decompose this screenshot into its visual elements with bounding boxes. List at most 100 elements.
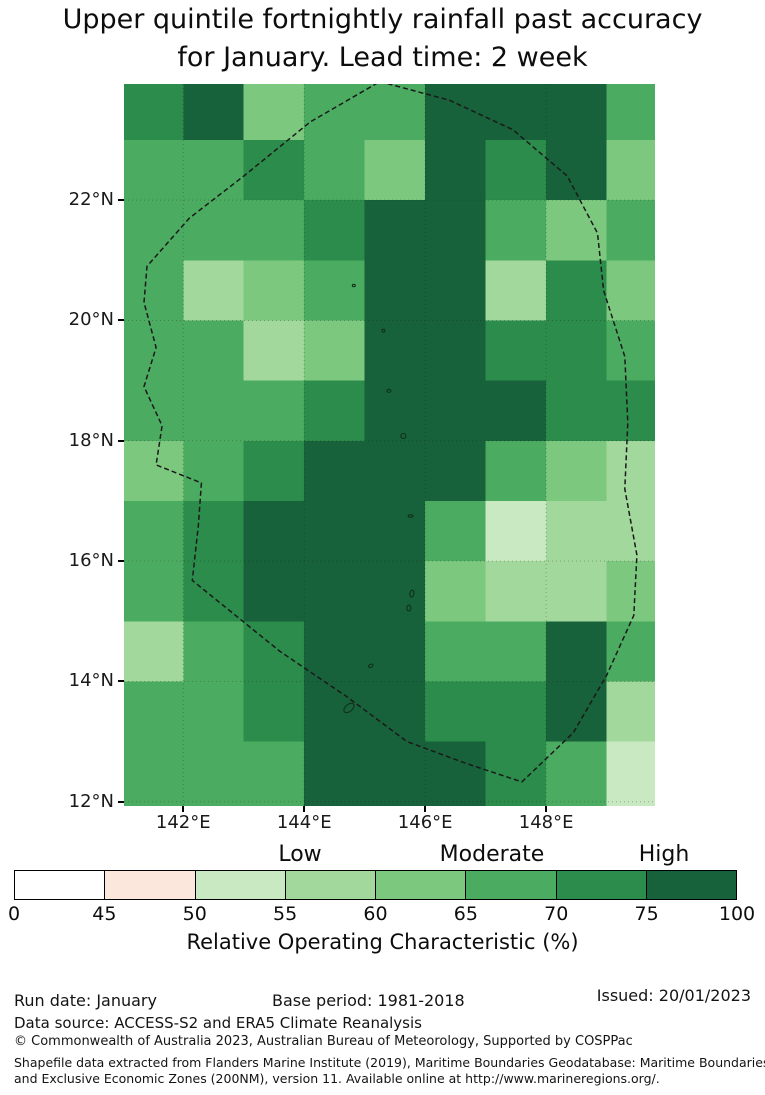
colorbar-class-label-high: High	[638, 842, 690, 867]
island-coastline-asuncion	[381, 328, 386, 333]
colorbar-segment-65-70	[466, 871, 557, 899]
y-axis-tick-label: 14°N	[68, 670, 114, 692]
grid-cell	[124, 561, 184, 622]
x-axis-tick-mark	[424, 806, 427, 812]
grid-cell	[606, 84, 655, 140]
grid-cell	[243, 260, 305, 321]
x-axis-tick-label: 142°E	[155, 812, 211, 833]
grid-cell	[304, 741, 365, 806]
island-coastline-tinian	[406, 604, 412, 612]
grid-cell	[485, 681, 547, 742]
grid-cell	[485, 741, 547, 806]
x-axis-tick-label: 148°E	[518, 812, 574, 833]
grid-cell	[485, 260, 547, 321]
grid-cell	[124, 320, 184, 381]
colorbar-tick-label: 0	[7, 903, 21, 925]
shapefile-note-line2: and Exclusive Economic Zones (200NM), ve…	[14, 1071, 660, 1086]
colorbar-tick-label: 75	[634, 903, 659, 925]
grid-cell	[606, 561, 655, 622]
grid-cell	[546, 320, 607, 381]
grid-cell	[364, 84, 426, 140]
y-axis-tick-label: 20°N	[68, 309, 114, 331]
grid-cell	[364, 681, 426, 742]
island-coastline-rota	[367, 663, 374, 669]
grid-cell	[183, 84, 244, 140]
grid-cell	[124, 84, 184, 140]
grid-cell	[364, 260, 426, 321]
island-coastline-agrihan	[386, 388, 392, 393]
grid-cell	[606, 139, 655, 201]
grid-cell	[183, 681, 244, 742]
grid-cell	[425, 139, 486, 201]
grid-cell	[243, 200, 305, 261]
copyright-text: © Commonwealth of Australia 2023, Austra…	[14, 1034, 633, 1049]
grid-cell	[606, 380, 655, 441]
grid-cell	[243, 621, 305, 682]
grid-cell	[124, 741, 184, 806]
chart-title-line1: Upper quintile fortnightly rainfall past…	[62, 4, 703, 35]
colorbar-segment-0-45	[15, 871, 106, 899]
grid-cell	[485, 84, 547, 140]
y-axis-tick-mark	[118, 199, 124, 202]
grid-cell	[243, 500, 305, 562]
y-axis-tick-mark	[118, 439, 124, 442]
grid-cell	[183, 440, 244, 501]
grid-cell	[304, 320, 365, 381]
x-axis-tick-label: 144°E	[276, 812, 332, 833]
grid-cell	[243, 561, 305, 622]
grid-cell	[606, 741, 655, 806]
x-axis-tick-mark	[182, 806, 185, 812]
grid-cell	[425, 260, 486, 321]
grid-cell	[183, 741, 244, 806]
grid-cell	[304, 621, 365, 682]
colorbar-tick-label: 70	[544, 903, 569, 925]
grid-cell	[364, 440, 426, 501]
run-date-text: Run date: January	[14, 991, 157, 1010]
grid-cell	[546, 561, 607, 622]
grid-cell	[485, 139, 547, 201]
colorbar-segment-45-50	[105, 871, 196, 899]
grid-cell	[485, 500, 547, 562]
grid-cell	[243, 84, 305, 140]
colorbar-tick-label: 50	[182, 903, 207, 925]
grid-cell	[304, 200, 365, 261]
grid-cell	[364, 139, 426, 201]
grid-cell	[425, 561, 486, 622]
grid-cell	[124, 681, 184, 742]
y-axis-tick-label: 12°N	[68, 790, 114, 812]
colorbar-segment-75-100	[646, 871, 736, 899]
grid-cell	[606, 621, 655, 682]
grid-cell	[485, 200, 547, 261]
grid-cell	[485, 561, 547, 622]
grid-cell	[606, 260, 655, 321]
colorbar-axis-label: Relative Operating Characteristic (%)	[186, 930, 579, 954]
y-axis-tick-mark	[118, 680, 124, 683]
colorbar-tick-label: 65	[453, 903, 478, 925]
colorbar-class-label-low: Low	[278, 842, 322, 867]
map-canvas	[124, 84, 655, 806]
grid-cell	[304, 561, 365, 622]
grid-cell	[364, 320, 426, 381]
island-coastline-anatahan	[407, 514, 414, 518]
y-axis-tick-label: 16°N	[68, 550, 114, 572]
grid-cell	[546, 139, 607, 201]
grid-cell	[124, 621, 184, 682]
x-axis-tick-label: 146°E	[397, 812, 453, 833]
grid-cell	[364, 200, 426, 261]
grid-cell	[485, 621, 547, 682]
y-axis-tick-label: 22°N	[68, 189, 114, 211]
grid-cell	[364, 741, 426, 806]
grid-cell	[364, 561, 426, 622]
grid-cell	[425, 380, 486, 441]
y-axis-tick-mark	[118, 560, 124, 563]
grid-cell	[425, 500, 486, 562]
grid-cell	[304, 681, 365, 742]
grid-cell	[183, 380, 244, 441]
rainfall-accuracy-heatmap	[124, 84, 655, 806]
grid-cell	[606, 440, 655, 501]
grid-cell	[364, 500, 426, 562]
grid-cell	[124, 440, 184, 501]
colorbar-segment-50-55	[195, 871, 286, 899]
colorbar-segment-55-60	[285, 871, 376, 899]
grid-cell	[304, 84, 365, 140]
